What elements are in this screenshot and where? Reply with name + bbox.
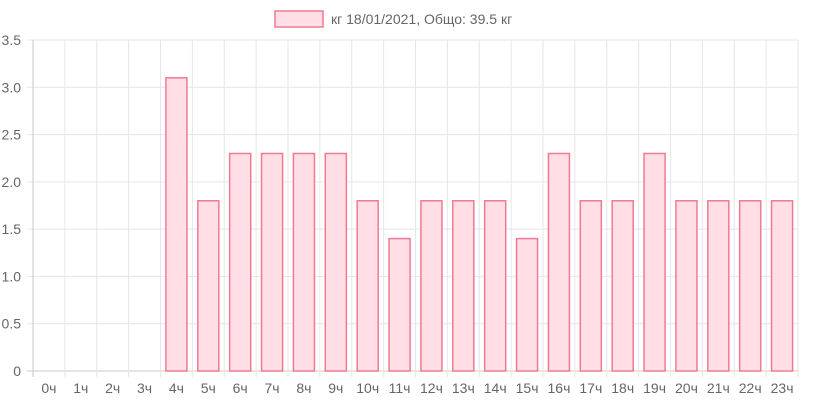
x-tick-label: 2ч — [105, 380, 120, 396]
bar-22ч[interactable] — [738, 200, 762, 372]
bar-21ч[interactable] — [707, 200, 730, 372]
x-tick-label: 14ч — [484, 380, 507, 396]
bar-7ч[interactable] — [260, 152, 284, 372]
x-tick-label: 22ч — [739, 380, 762, 396]
x-tick-label: 12ч — [420, 380, 443, 396]
bar-5ч[interactable] — [197, 200, 220, 372]
bars-layer — [165, 77, 794, 372]
bar-16ч[interactable] — [547, 152, 571, 372]
x-tick-label: 0ч — [41, 380, 56, 396]
y-tick-label: 0.5 — [2, 316, 22, 332]
bar-20ч[interactable] — [675, 200, 698, 372]
x-tick-label: 6ч — [233, 380, 248, 396]
y-tick-label: 2.5 — [2, 127, 22, 143]
bar-17ч[interactable] — [579, 200, 603, 372]
legend-label[interactable]: кг 18/01/2021, Общо: 39.5 кг — [331, 11, 512, 27]
x-tick-label: 18ч — [611, 380, 634, 396]
y-tick-label: 1.0 — [2, 268, 22, 284]
bar-15ч[interactable] — [515, 237, 539, 372]
legend[interactable]: кг 18/01/2021, Общо: 39.5 кг — [274, 10, 512, 28]
x-tick-label: 16ч — [548, 380, 571, 396]
x-tick-label: 8ч — [296, 380, 311, 396]
bar-13ч[interactable] — [452, 200, 475, 372]
bar-14ч[interactable] — [483, 200, 507, 372]
bar-18ч[interactable] — [611, 200, 634, 372]
y-tick-label: 2.0 — [2, 174, 22, 190]
grid-layer — [27, 39, 799, 377]
bar-12ч[interactable] — [420, 200, 443, 372]
bar-23ч[interactable] — [770, 200, 794, 372]
y-tick-label: 0 — [13, 363, 21, 379]
bar-10ч[interactable] — [356, 200, 379, 372]
bar-4ч[interactable] — [165, 77, 188, 372]
x-tick-label: 5ч — [201, 380, 216, 396]
bar-9ч[interactable] — [324, 152, 348, 372]
x-tick-label: 1ч — [73, 380, 88, 396]
x-tick-label: 10ч — [356, 380, 379, 396]
y-tick-label: 3.0 — [2, 79, 22, 95]
x-tick-label: 17ч — [579, 380, 602, 396]
bar-19ч[interactable] — [643, 152, 666, 372]
bar-8ч[interactable] — [292, 152, 316, 372]
x-tick-label: 23ч — [771, 380, 794, 396]
y-tick-label: 1.5 — [2, 221, 22, 237]
x-tick-label: 11ч — [389, 380, 411, 396]
x-tick-label: 20ч — [675, 380, 698, 396]
x-tick-label: 21ч — [707, 380, 730, 396]
legend-swatch[interactable] — [274, 10, 324, 28]
x-tick-label: 19ч — [643, 380, 666, 396]
bar-11ч[interactable] — [388, 237, 411, 372]
x-tick-label: 3ч — [137, 380, 152, 396]
x-tick-label: 7ч — [265, 380, 280, 396]
axes-layer: 0 0.5 1.0 1.5 2.0 2.5 3.0 3.5 0ч 1ч 2ч 3ч 4ч 5ч 6ч 7ч 8ч… — [2, 32, 794, 396]
x-tick-label: 9ч — [328, 380, 343, 396]
x-tick-label: 15ч — [516, 380, 539, 396]
bar-6ч[interactable] — [228, 152, 252, 372]
x-tick-label: 4ч — [169, 380, 184, 396]
x-tick-label: 13ч — [452, 380, 475, 396]
y-tick-label: 3.5 — [2, 32, 22, 48]
